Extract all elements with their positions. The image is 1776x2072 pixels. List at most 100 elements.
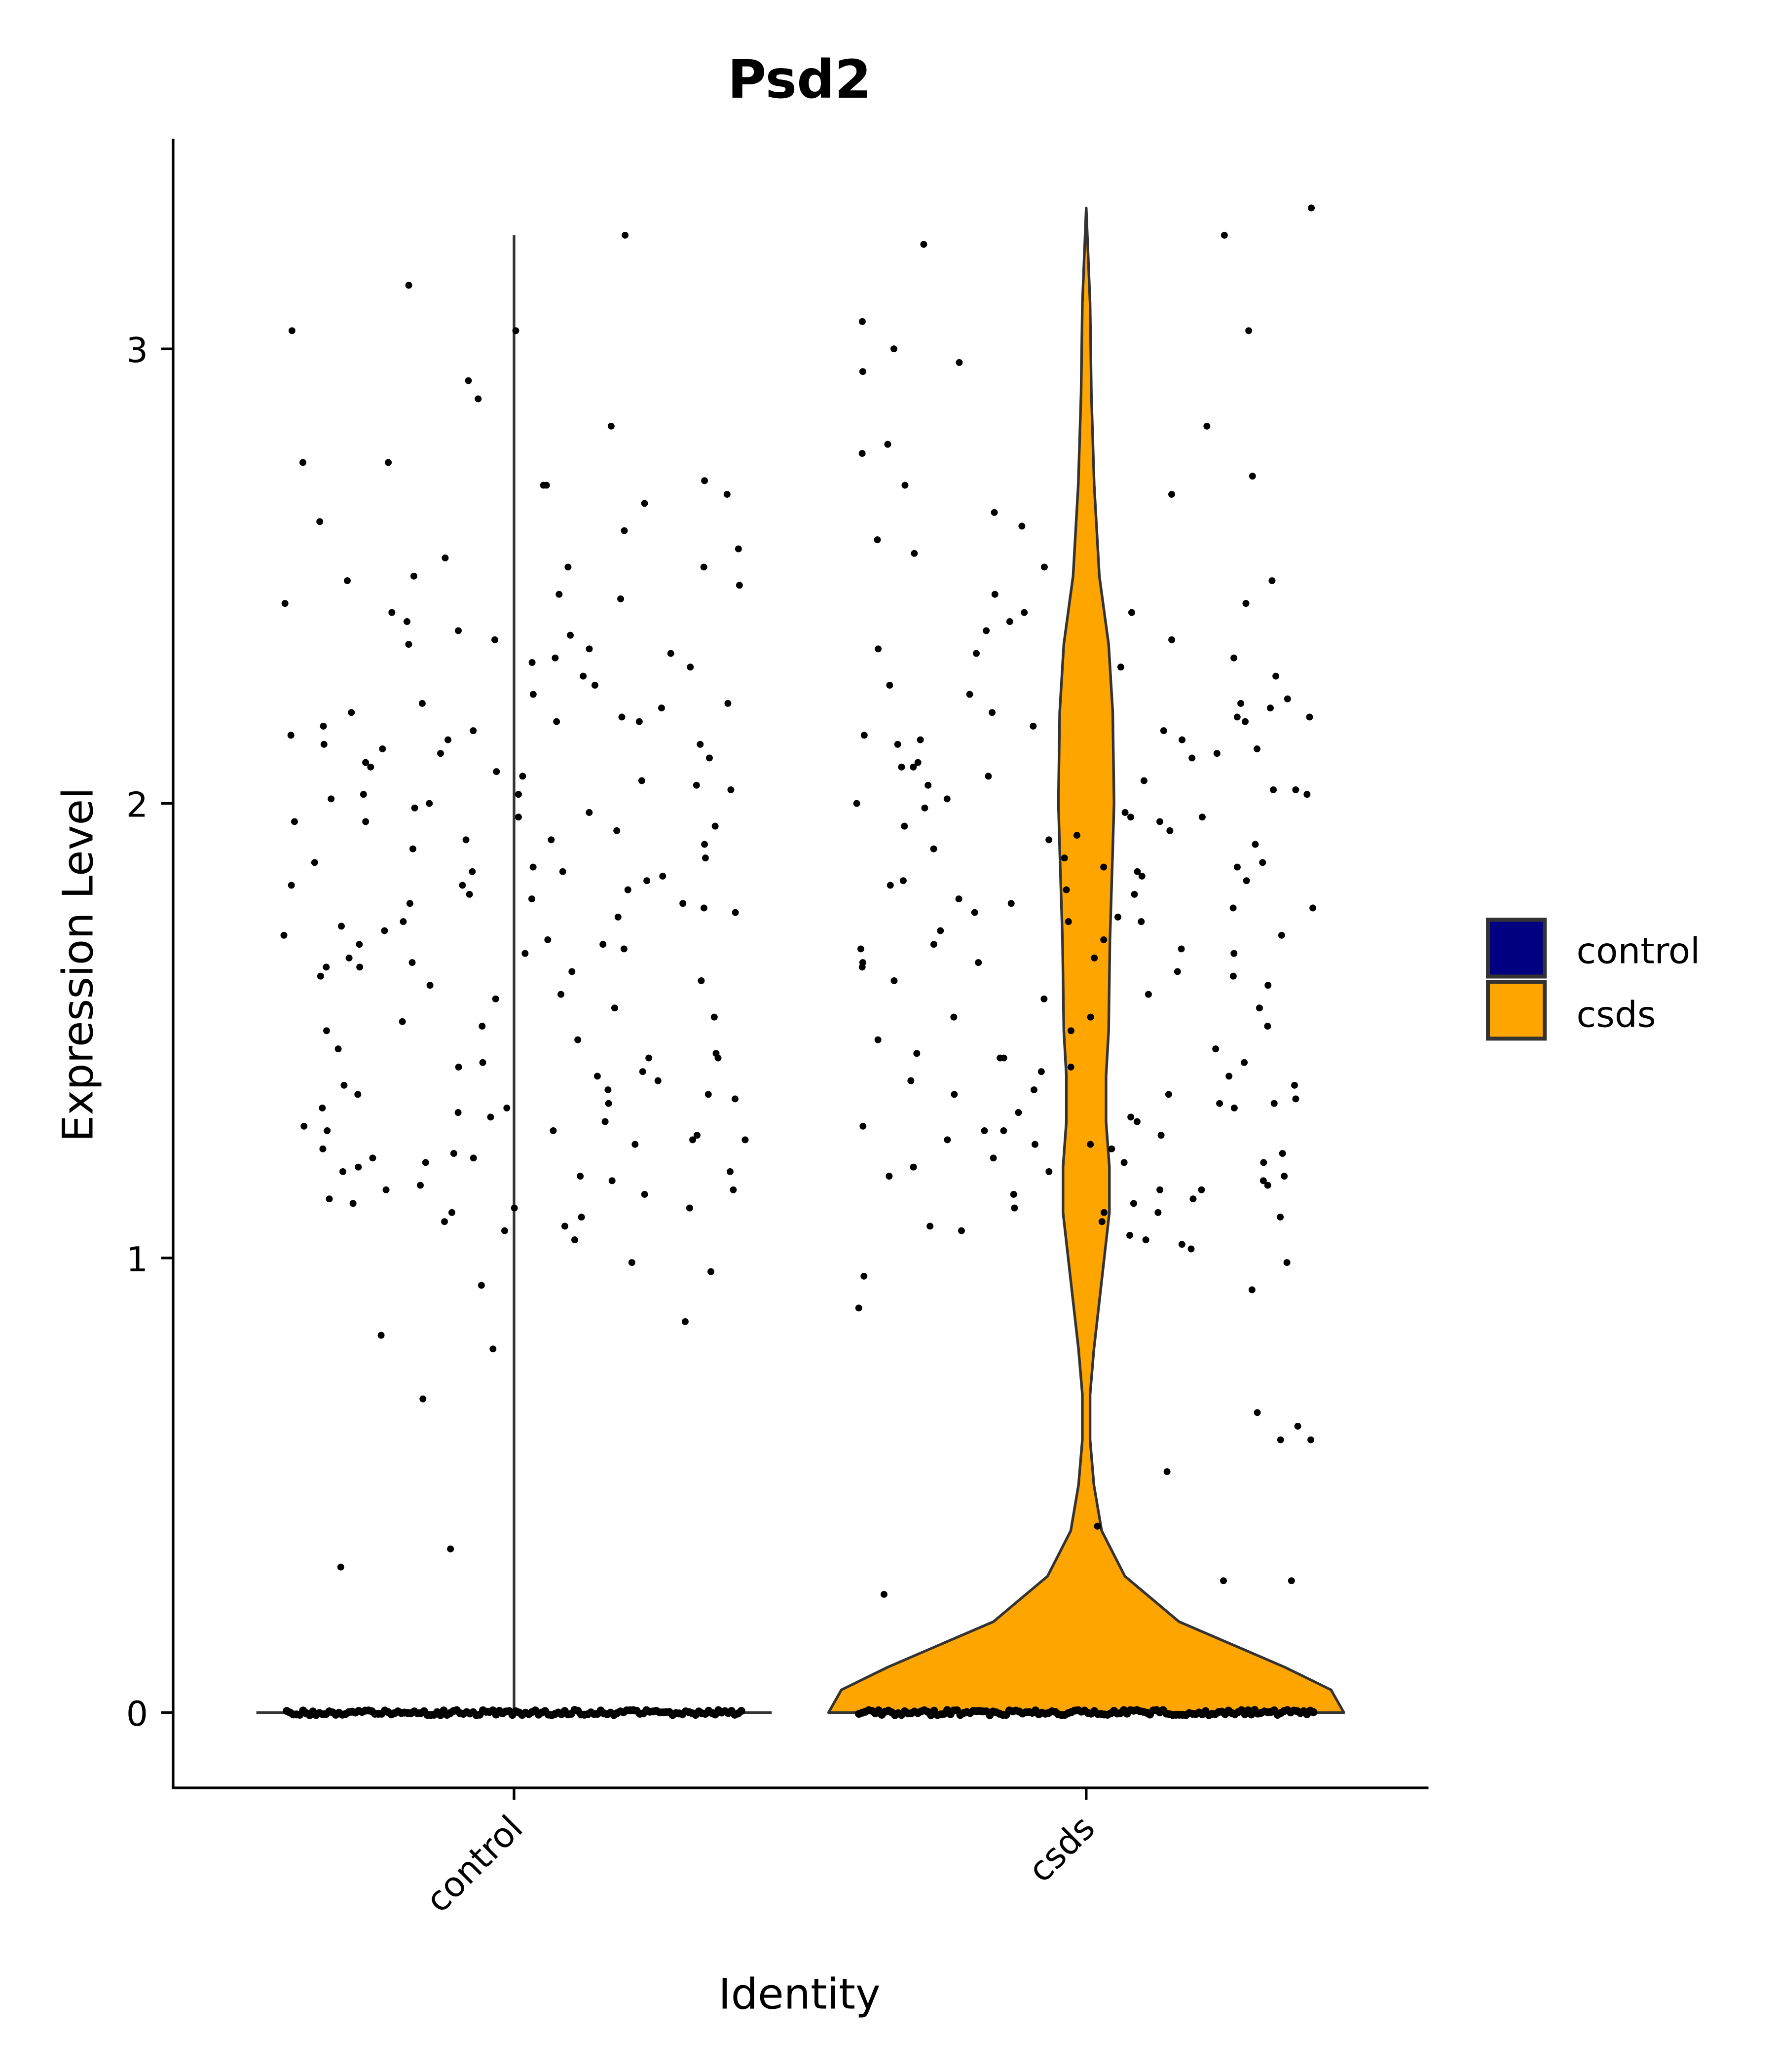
point-csds bbox=[1065, 918, 1072, 925]
point-control bbox=[638, 777, 645, 784]
point-csds bbox=[1229, 972, 1237, 980]
point-control bbox=[687, 664, 694, 671]
point-csds bbox=[930, 845, 937, 852]
point-csds bbox=[1283, 1259, 1291, 1266]
point-control bbox=[611, 1004, 618, 1012]
point-control bbox=[641, 500, 648, 507]
point-control bbox=[654, 1077, 662, 1084]
point-csds bbox=[1040, 563, 1048, 571]
point-control bbox=[605, 1100, 612, 1107]
point-csds bbox=[1015, 1109, 1022, 1116]
point-control bbox=[568, 968, 576, 975]
point-csds bbox=[914, 759, 922, 766]
point-csds bbox=[1233, 713, 1241, 721]
chart-title: Psd2 bbox=[728, 49, 872, 111]
point-csds bbox=[1268, 577, 1276, 585]
point-control bbox=[319, 1104, 326, 1111]
point-csds bbox=[886, 682, 893, 689]
point-control bbox=[288, 327, 296, 334]
point-csds bbox=[1278, 931, 1285, 939]
point-csds bbox=[1229, 904, 1237, 912]
point-control bbox=[299, 459, 306, 466]
point-control bbox=[618, 713, 626, 721]
point-control bbox=[704, 1091, 712, 1098]
point-control bbox=[736, 582, 743, 589]
point-control bbox=[528, 895, 535, 903]
point-csds bbox=[1187, 1245, 1195, 1253]
point-csds bbox=[1216, 1100, 1223, 1107]
y-ticks: 0 1 2 3 bbox=[126, 331, 173, 1734]
x-ticks: control csds bbox=[418, 1788, 1103, 1920]
point-control bbox=[326, 1195, 333, 1203]
point-csds bbox=[983, 627, 990, 634]
point-control bbox=[693, 781, 700, 789]
point-control bbox=[710, 1013, 718, 1021]
point-csds bbox=[1040, 995, 1048, 1002]
point-control bbox=[466, 890, 473, 898]
x-tick-label-control: control bbox=[418, 1808, 530, 1921]
point-control bbox=[418, 700, 426, 707]
point-control bbox=[475, 395, 482, 403]
point-csds bbox=[1063, 886, 1070, 893]
point-csds bbox=[1045, 836, 1053, 844]
point-control bbox=[521, 950, 529, 957]
point-control bbox=[529, 691, 537, 698]
point-csds bbox=[1140, 777, 1147, 784]
point-control bbox=[620, 945, 628, 953]
point-control bbox=[345, 954, 353, 962]
point-csds bbox=[910, 763, 917, 771]
point-csds bbox=[920, 241, 927, 248]
point-control bbox=[323, 963, 330, 971]
point-csds bbox=[875, 645, 882, 653]
point-control bbox=[608, 1177, 616, 1184]
point-csds bbox=[898, 763, 905, 771]
point-csds bbox=[1284, 695, 1291, 703]
point-control bbox=[320, 740, 328, 748]
point-csds bbox=[1221, 231, 1228, 239]
point-control bbox=[726, 1168, 734, 1175]
point-control bbox=[555, 591, 563, 598]
point-control bbox=[369, 1154, 376, 1162]
point-csds bbox=[1272, 672, 1280, 680]
point-control bbox=[487, 1113, 494, 1121]
point-csds bbox=[1230, 1104, 1238, 1111]
point-control bbox=[593, 1073, 601, 1080]
point-csds bbox=[971, 909, 978, 916]
point-control bbox=[706, 754, 713, 762]
point-control bbox=[360, 791, 367, 798]
point-csds bbox=[1156, 818, 1163, 825]
point-control bbox=[337, 1563, 344, 1571]
point-control bbox=[701, 841, 708, 848]
point-control bbox=[448, 1209, 455, 1216]
point-control bbox=[441, 1218, 448, 1225]
point-csds bbox=[975, 959, 982, 966]
legend: control csds bbox=[1486, 918, 1700, 1041]
point-csds bbox=[1212, 1045, 1220, 1053]
point-control bbox=[405, 282, 412, 289]
point-control bbox=[478, 1282, 485, 1289]
point-csds bbox=[1134, 868, 1141, 875]
point-control bbox=[300, 1122, 308, 1130]
y-tick-label: 0 bbox=[126, 1694, 148, 1734]
point-control bbox=[348, 709, 355, 716]
point-control bbox=[340, 1081, 348, 1089]
point-control bbox=[737, 1707, 745, 1715]
legend-label-csds: csds bbox=[1577, 994, 1656, 1036]
point-csds bbox=[1127, 1113, 1135, 1121]
point-csds bbox=[958, 1227, 965, 1234]
y-tick-label: 2 bbox=[126, 785, 148, 825]
point-csds bbox=[1230, 654, 1238, 662]
point-csds bbox=[1264, 982, 1272, 989]
point-control bbox=[311, 859, 318, 866]
point-csds bbox=[874, 1036, 882, 1043]
point-control bbox=[601, 1118, 609, 1125]
point-control bbox=[686, 1204, 693, 1212]
point-control bbox=[450, 1150, 457, 1157]
point-control bbox=[635, 718, 643, 725]
point-csds bbox=[860, 732, 868, 739]
point-csds bbox=[1117, 664, 1124, 671]
point-csds bbox=[1134, 1118, 1141, 1125]
point-control bbox=[377, 1332, 385, 1339]
point-csds bbox=[1254, 745, 1261, 752]
point-csds bbox=[1203, 422, 1211, 430]
